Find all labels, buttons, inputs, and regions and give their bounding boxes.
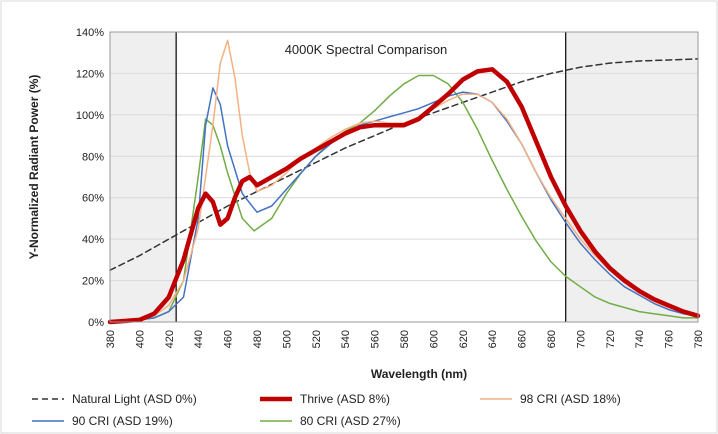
y-tick-label-4: 80% [82, 151, 104, 163]
x-tick-label-5: 480 [252, 330, 264, 348]
series-lines [107, 39, 701, 325]
chart-title: 4000K Spectral Comparison [285, 42, 448, 57]
x-tick-label-1: 400 [134, 330, 146, 348]
x-tick-label-0: 380 [105, 330, 117, 348]
shaded-regions [110, 32, 698, 322]
x-tick-label-6: 500 [281, 330, 293, 348]
x-tick-label-16: 700 [575, 330, 587, 348]
chart-title-bg [268, 38, 464, 60]
legend-label-4: 80 CRI (ASD 27%) [300, 414, 401, 428]
y-axis-title: Y-Normalized Radiant Power (%) [27, 75, 41, 260]
x-tick-label-12: 620 [458, 330, 470, 348]
legend-label-1: Thrive (ASD 8%) [300, 392, 390, 406]
series-line-3 [109, 87, 699, 323]
y-tick-labels: 0% 20% 40% 60% 80% 100% 120% 140% [76, 27, 104, 329]
legend-label-2: 98 CRI (ASD 18%) [520, 392, 621, 406]
y-tick-label-3: 60% [82, 193, 104, 205]
y-tick-label-5: 100% [76, 110, 104, 122]
y-tick-label-6: 120% [76, 68, 104, 80]
series-line-1 [107, 67, 701, 325]
x-tick-label-17: 720 [605, 330, 617, 348]
x-tick-label-14: 660 [517, 330, 529, 348]
x-tick-label-10: 580 [399, 330, 411, 348]
shaded-region-1 [565, 32, 698, 322]
x-tick-label-9: 560 [370, 330, 382, 348]
x-tick-label-3: 440 [193, 330, 205, 348]
x-tick-label-13: 640 [487, 330, 499, 348]
x-tick-label-8: 540 [340, 330, 352, 348]
x-tick-labels: 380 400 420 440 460 480 500 520 540 560 580 600 620 6… [105, 330, 705, 348]
plot-area-border [109, 31, 699, 323]
y-tick-label-0: 0% [88, 317, 104, 329]
x-tick-label-7: 520 [311, 330, 323, 348]
shaded-region-0 [110, 32, 177, 322]
x-axis-title: Wavelength (nm) [371, 367, 467, 381]
x-tick-label-4: 460 [223, 330, 235, 348]
x-tick-label-15: 680 [546, 330, 558, 348]
y-tick-label-1: 20% [82, 276, 104, 288]
legend-label-3: 90 CRI (ASD 19%) [72, 414, 173, 428]
x-tick-label-19: 760 [664, 330, 676, 348]
y-tick-label-2: 40% [82, 234, 104, 246]
y-tick-label-7: 140% [76, 27, 104, 39]
x-tick-label-18: 740 [634, 330, 646, 348]
legend-label-0: Natural Light (ASD 0%) [72, 392, 197, 406]
series-line-4 [109, 74, 699, 323]
x-tick-label-11: 600 [428, 330, 440, 348]
series-line-0 [109, 58, 699, 271]
legend: Natural Light (ASD 0%) Thrive (ASD 8%) 98 … [32, 392, 621, 428]
x-tick-label-2: 420 [164, 330, 176, 348]
x-tick-label-20: 780 [693, 330, 705, 348]
